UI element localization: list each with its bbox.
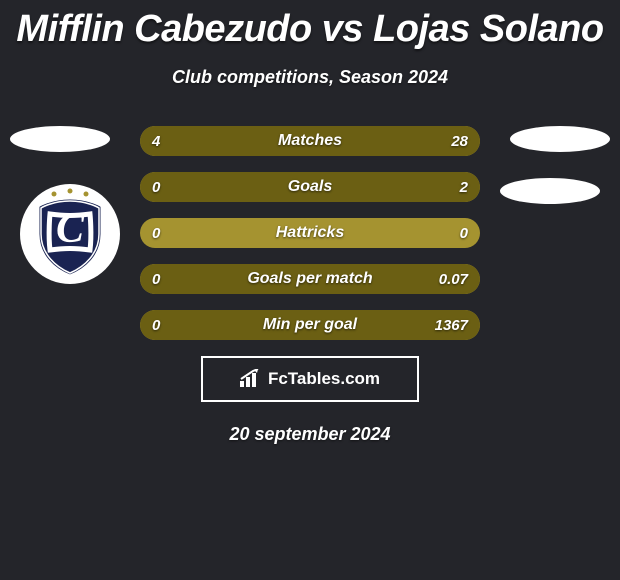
- player-left-pill: [10, 126, 110, 152]
- brand-box[interactable]: FcTables.com: [201, 356, 419, 402]
- player-right-pill-1: [510, 126, 610, 152]
- stat-label: Goals per match: [140, 264, 480, 294]
- date-label: 20 september 2024: [0, 424, 620, 445]
- comparison-block: C 428Matches 02Goals 00Hattricks 00.07Goals…: [0, 126, 620, 340]
- stat-label: Hattricks: [140, 218, 480, 248]
- page-subtitle: Club competitions, Season 2024: [0, 67, 620, 88]
- shield-icon: C: [20, 184, 120, 284]
- svg-text:C: C: [56, 206, 85, 252]
- stat-label: Goals: [140, 172, 480, 202]
- club-crest-left: C: [20, 184, 120, 284]
- chart-icon: [240, 369, 262, 389]
- stat-bars: 428Matches 02Goals 00Hattricks 00.07Goals p…: [140, 126, 480, 340]
- stat-label: Min per goal: [140, 310, 480, 340]
- brand-label: FcTables.com: [268, 369, 380, 389]
- stat-row: 01367Min per goal: [140, 310, 480, 340]
- stat-label: Matches: [140, 126, 480, 156]
- stat-row: 00.07Goals per match: [140, 264, 480, 294]
- stat-row: 428Matches: [140, 126, 480, 156]
- stat-row: 02Goals: [140, 172, 480, 202]
- stat-row: 00Hattricks: [140, 218, 480, 248]
- page-title: Mifflin Cabezudo vs Lojas Solano: [0, 0, 620, 51]
- player-right-pill-2: [500, 178, 600, 204]
